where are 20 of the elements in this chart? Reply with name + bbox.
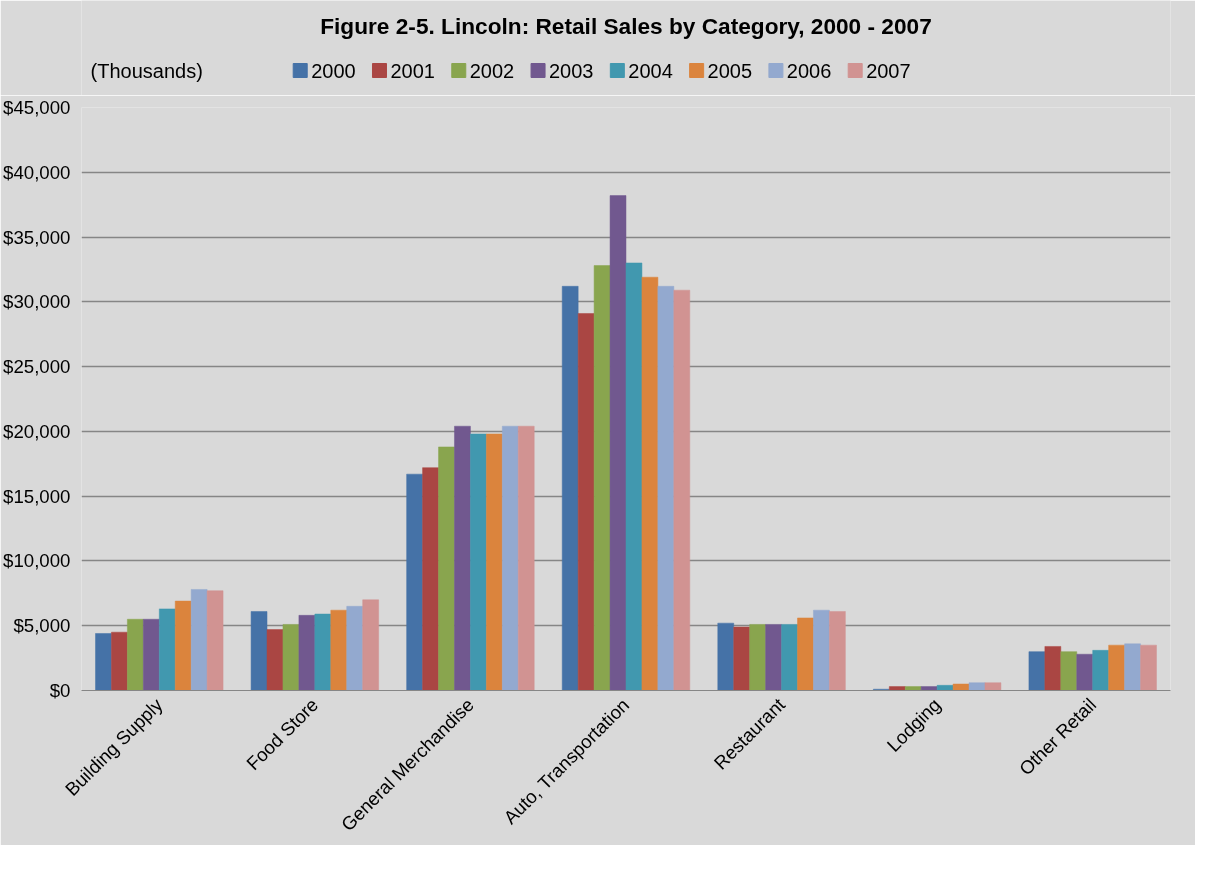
legend-label: 2004 bbox=[628, 59, 673, 82]
legend-label: 2002 bbox=[469, 59, 515, 82]
y-tick-label: $5,000 bbox=[13, 615, 71, 637]
y-tick-label: $15,000 bbox=[3, 485, 71, 507]
legend-label: 2005 bbox=[707, 59, 753, 82]
y-tick-label: $25,000 bbox=[3, 356, 71, 378]
legend-label: 2006 bbox=[786, 59, 832, 82]
y-tick-label: $10,000 bbox=[3, 550, 71, 572]
y-tick-label: $35,000 bbox=[3, 226, 71, 248]
y-tick-label: $30,000 bbox=[3, 291, 71, 313]
y-tick-label: $40,000 bbox=[3, 161, 71, 183]
legend-label: 2000 bbox=[311, 59, 356, 82]
y-tick-label: $0 bbox=[49, 680, 71, 701]
chart-title: Figure 2-5. Lincoln: Retail Sales by Category, 2000 - 2007 bbox=[320, 12, 932, 39]
y-tick-label: $45,000 bbox=[3, 97, 71, 118]
legend-label: 2007 bbox=[866, 59, 911, 82]
y-tick-label: $20,000 bbox=[3, 420, 71, 442]
legend-label: 2003 bbox=[549, 59, 594, 82]
legend-label: 2001 bbox=[390, 59, 435, 82]
y-axis-title: (Thousands) bbox=[90, 59, 203, 82]
